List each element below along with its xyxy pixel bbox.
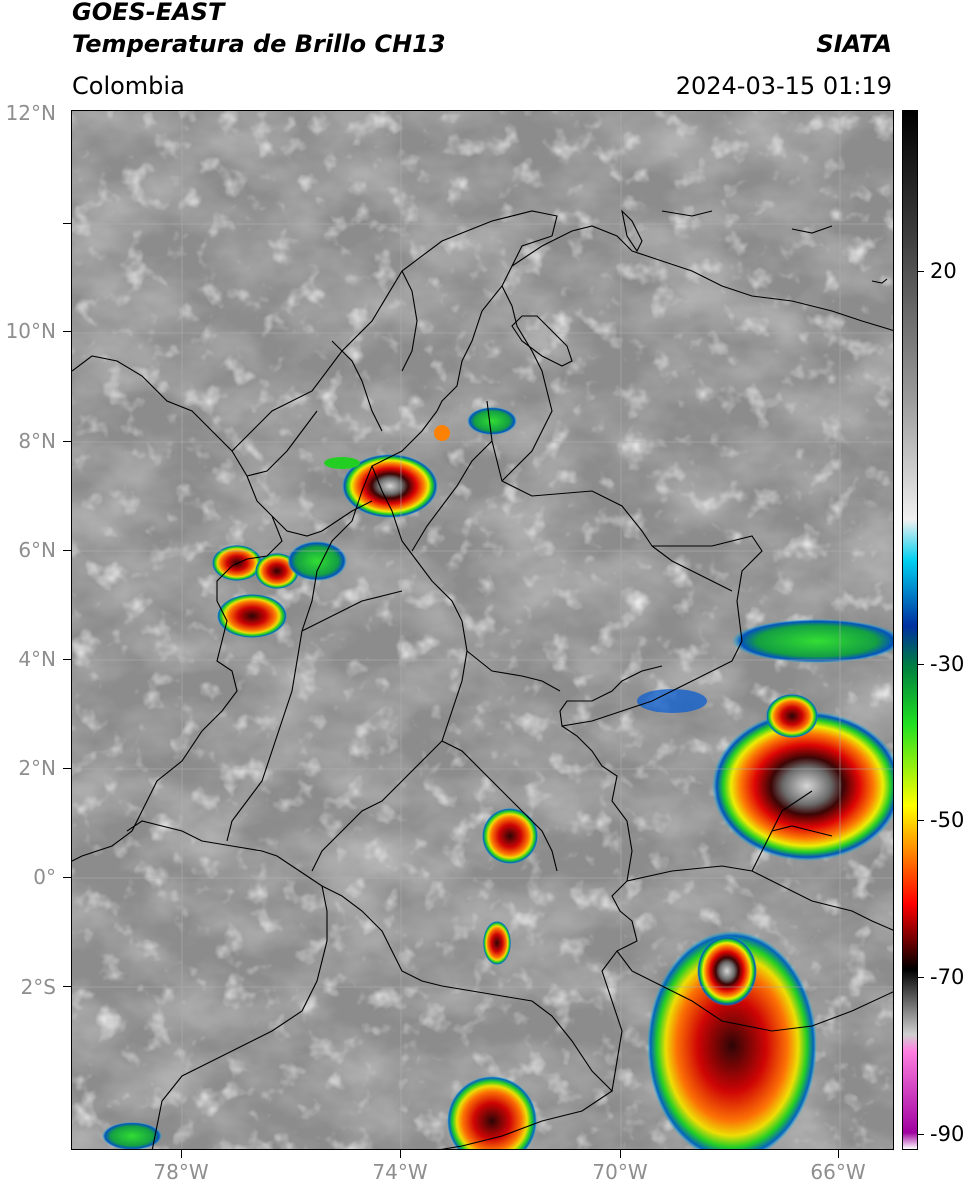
colorbar-tick-label: -30 — [930, 652, 965, 676]
temperature-colorbar — [902, 110, 918, 1150]
lat-tick-mark — [63, 659, 71, 660]
satellite-map[interactable] — [71, 110, 894, 1150]
lat-tick-label: 0° — [33, 865, 56, 889]
lon-tick-mark — [838, 1150, 839, 1158]
colorbar-tick-mark — [918, 977, 924, 978]
region-label: Colombia — [72, 72, 185, 100]
lat-tick-label: 12°N — [5, 101, 56, 125]
colorbar-tick-mark — [918, 271, 924, 272]
product-title: Temperatura de Brillo CH13 — [72, 30, 446, 58]
organization-label: SIATA — [816, 30, 892, 58]
lat-tick-mark — [63, 550, 71, 551]
lat-tick-mark — [63, 331, 71, 332]
lat-tick-label: 8°N — [18, 429, 56, 453]
map-canvas — [72, 111, 893, 1149]
colorbar-tick-mark — [918, 1134, 924, 1135]
lat-tick-mark — [63, 986, 71, 987]
country-borders — [72, 209, 893, 1149]
convective-storms — [102, 407, 893, 1149]
lat-tick-label: 2°S — [20, 975, 56, 999]
lat-tick-label: 10°N — [5, 319, 56, 343]
datetime-label: 2024-03-15 01:19 — [675, 72, 892, 100]
colorbar-tick-label: 20 — [930, 259, 957, 283]
lat-tick-mark — [63, 768, 71, 769]
lat-tick-label: 4°N — [18, 647, 56, 671]
lon-tick-mark — [181, 1150, 182, 1158]
colorbar-tick-mark — [918, 664, 924, 665]
map-gridlines — [72, 111, 893, 1149]
lat-tick-mark — [63, 877, 71, 878]
lon-tick-label: 78°W — [153, 1160, 209, 1184]
lat-tick-mark — [63, 441, 71, 442]
lat-tick-mark — [63, 223, 71, 224]
lon-tick-label: 70°W — [592, 1160, 648, 1184]
lon-tick-label: 74°W — [372, 1160, 428, 1184]
colorbar-tick-label: -50 — [930, 808, 965, 832]
lon-tick-label: 66°W — [810, 1160, 866, 1184]
lon-tick-mark — [620, 1150, 621, 1158]
lat-tick-label: 2°N — [18, 756, 56, 780]
lat-tick-label: 6°N — [18, 538, 56, 562]
colorbar-tick-mark — [918, 820, 924, 821]
colorbar-tick-label: -70 — [930, 965, 965, 989]
satellite-title: GOES-EAST — [72, 0, 225, 26]
lon-tick-mark — [400, 1150, 401, 1158]
colorbar-tick-label: -90 — [930, 1122, 965, 1146]
